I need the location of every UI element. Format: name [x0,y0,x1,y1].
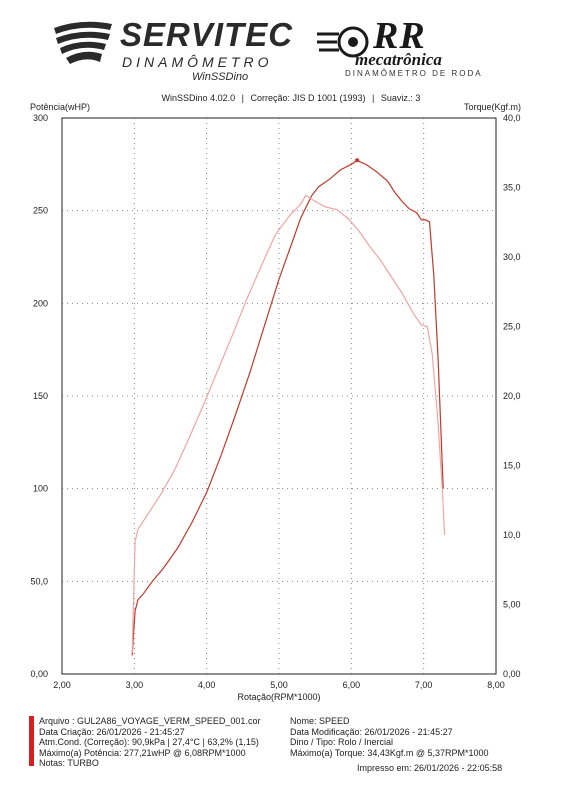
y-right-tick-label: 25,0 [503,322,521,332]
y-left-tick-label: 0,00 [30,669,48,679]
power-series-line [131,159,444,656]
max-power: Máximo(a) Potência: 277,21wHP @ 6,08RPM*… [39,747,246,758]
x-tick-label: 4,00 [198,680,216,690]
chart-header: WinSSDino 4.02.0 | Correção: JIS D 1001 … [0,93,582,103]
torque-series-line [131,194,446,654]
y-left-tick-label: 100 [33,484,48,494]
atm-conditions: Atm.Cond. (Correção): 90,9kPa | 27,4°C |… [39,737,259,747]
dyno-type: Dino / Tipo: Rolo / Inercial [290,737,394,747]
servitec-name: SERVITEC [120,16,294,53]
x-tick-label: 5,00 [270,680,288,690]
y-right-tick-label: 30,0 [503,252,521,262]
y-right-tick-label: 10,0 [503,530,521,540]
info-right: Nome: SPEED Data Modificação: 26/01/2026… [290,716,489,758]
y-left-tick-label: 300 [33,113,48,123]
rr-sub: mecatrônica [355,50,442,69]
y-right-tick-label: 15,0 [503,461,521,471]
y-right-tick-label: 0,00 [503,669,521,679]
header-separator: | [241,93,244,103]
smoothing-level: Suaviz.: 3 [380,93,421,103]
info-left: Arquivo : GUL2A86_VOYAGE_VERM_SPEED_001.… [39,716,260,769]
rr-name: RR [373,15,426,57]
creation-date: Data Criação: 26/01/2026 - 21:45:27 [39,726,185,737]
notes: Notas: TURBO [39,758,99,768]
servitec-emblem-icon [54,21,112,64]
y-left-axis-title: Potência(wHP) [30,102,91,112]
modified-date: Data Modificação: 26/01/2026 - 21:45:27 [290,726,453,737]
x-axis-title: Rotação(RPM*1000) [237,692,320,702]
max-power-point [355,158,360,163]
x-tick-label: 3,00 [126,680,144,690]
y-left-tick-label: 150 [33,391,48,401]
turbo-emblem-icon [317,26,369,58]
servitec-sub2: WinSSDino [192,71,249,83]
y-left-tick-label: 200 [33,298,48,308]
chart-series [131,158,446,656]
x-tick-label: 6,00 [343,680,361,690]
y-right-axis-title: Torque(Kgf.m) [464,102,522,112]
y-right-tick-label: 40,0 [503,113,521,123]
y-right-tick-label: 5,00 [503,600,521,610]
correction-standard: Correção: JIS D 1001 (1993) [250,93,366,103]
software-version: WinSSDino 4.02.0 [161,93,236,103]
axis-ticks: 2,00 3,00 4,00 5,00 6,00 7,00 8,000,0050,01001… [30,113,520,690]
y-right-tick-label: 35,0 [503,183,521,193]
x-tick-label: 7,00 [415,680,433,690]
y-right-tick-label: 20,0 [503,391,521,401]
rr-tagline: DINAMÔMETRO DE RODA [345,69,483,78]
accent-bar [29,716,34,766]
plot-frame [61,117,497,675]
run-name: Nome: SPEED [290,716,350,726]
max-torque: Máximo(a) Torque: 34,43Kgf.m @ 5,37RPM*1… [290,747,489,758]
y-left-tick-label: 50,0 [30,576,48,586]
servitec-sub: DINAMÔMETRO [122,54,273,70]
y-left-tick-label: 250 [33,206,48,216]
file-name: Arquivo : GUL2A86_VOYAGE_VERM_SPEED_001.… [39,716,261,726]
x-tick-label: 8,00 [487,680,505,690]
rr-logo: RR mecatrônica DINAMÔMETRO DE RODA [315,15,515,82]
printed-date: Impresso em: 26/01/2026 - 22:05:58 [357,763,503,773]
x-tick-label: 2,00 [53,680,71,690]
header-separator: | [372,93,375,103]
servitec-logo: SERVITEC DINAMÔMETRO WinSSDino [52,14,292,84]
chart-grid [62,118,496,674]
